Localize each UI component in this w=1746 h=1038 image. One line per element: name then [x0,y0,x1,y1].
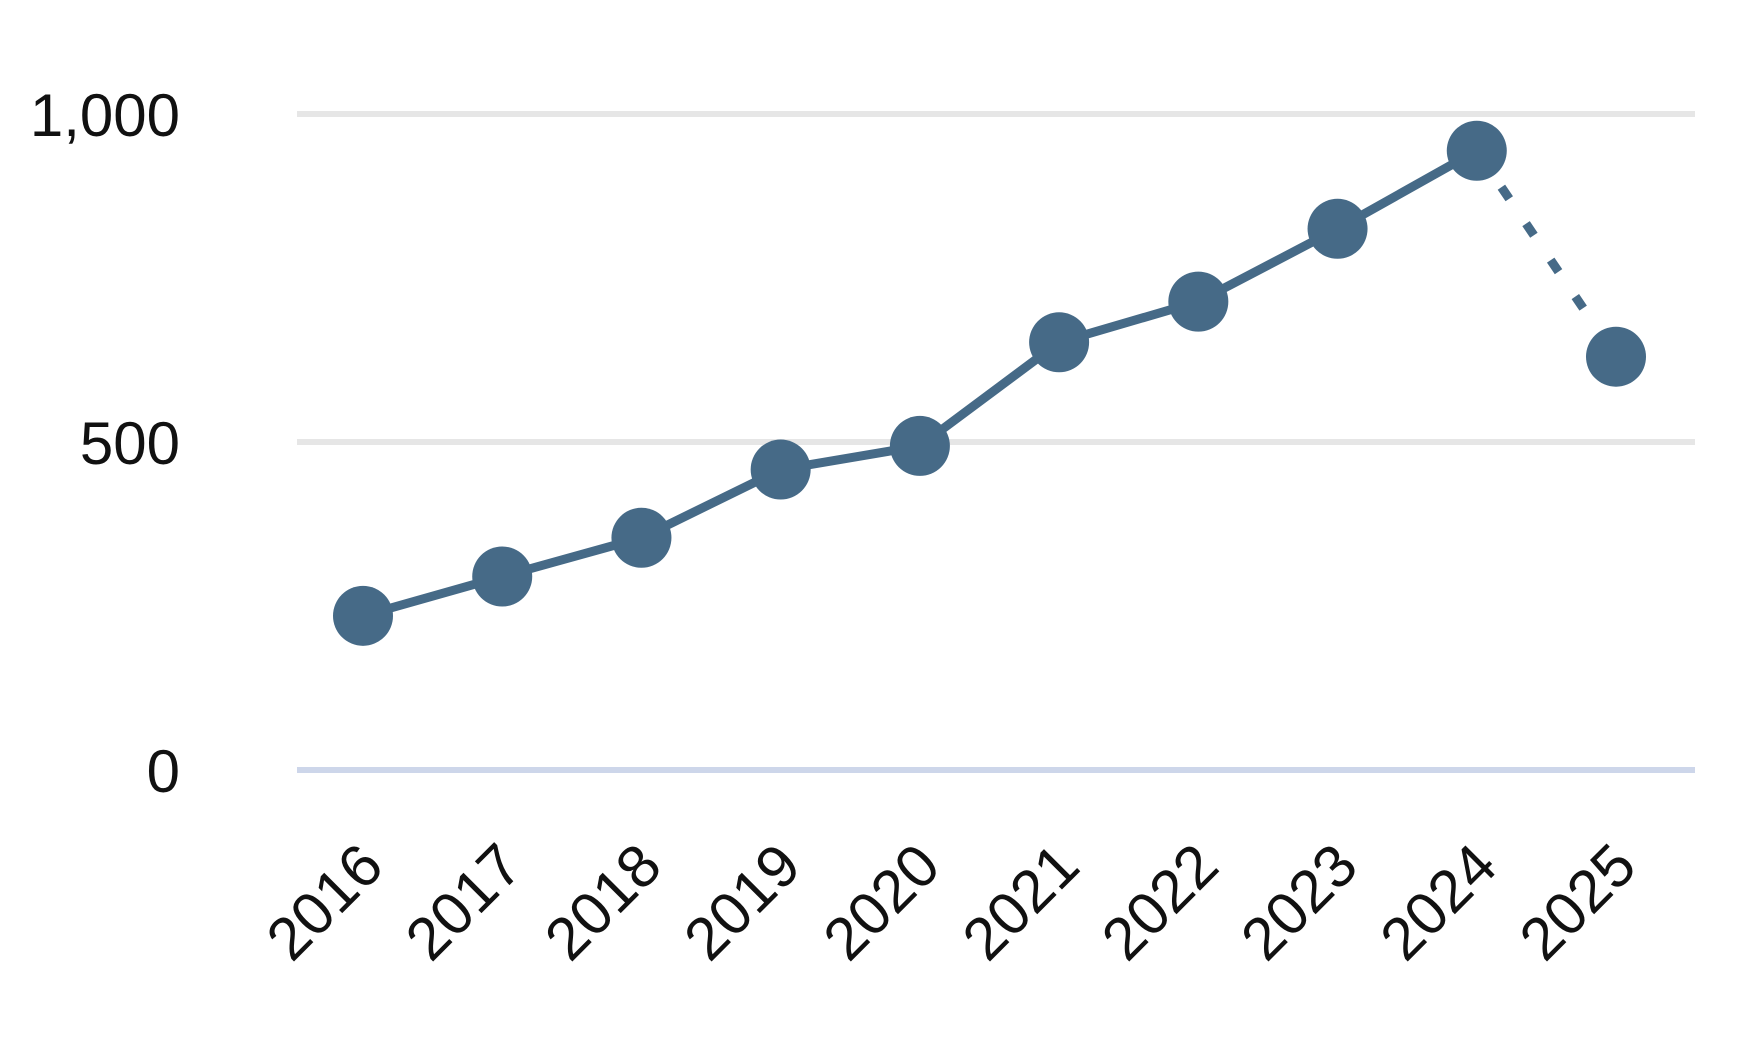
data-point [889,415,950,476]
x-tick-label: 2022 [1089,831,1231,973]
x-tick-label: 2016 [254,831,396,973]
x-tick-label: 2020 [811,831,953,973]
x-tick-label: 2021 [950,831,1092,973]
data-point [333,585,393,646]
data-point [1029,312,1090,373]
data-point [611,507,672,568]
x-tick-label: 2024 [1367,831,1509,973]
y-tick-label: 500 [80,410,180,477]
data-point [1168,271,1229,332]
x-tick-label: 2019 [671,831,813,973]
data-point [1307,198,1368,259]
data-point [472,546,533,607]
data-point [1586,326,1646,387]
x-tick-label: 2023 [1228,831,1370,973]
x-tick-label: 2018 [532,831,674,973]
x-tick-label: 2017 [393,831,535,973]
projected-line [1473,148,1620,360]
y-tick-label: 1,000 [30,82,180,149]
data-point [750,439,811,500]
y-tick-label: 0 [147,738,180,805]
data-point [1446,120,1507,181]
x-tick-label: 2025 [1507,831,1649,973]
